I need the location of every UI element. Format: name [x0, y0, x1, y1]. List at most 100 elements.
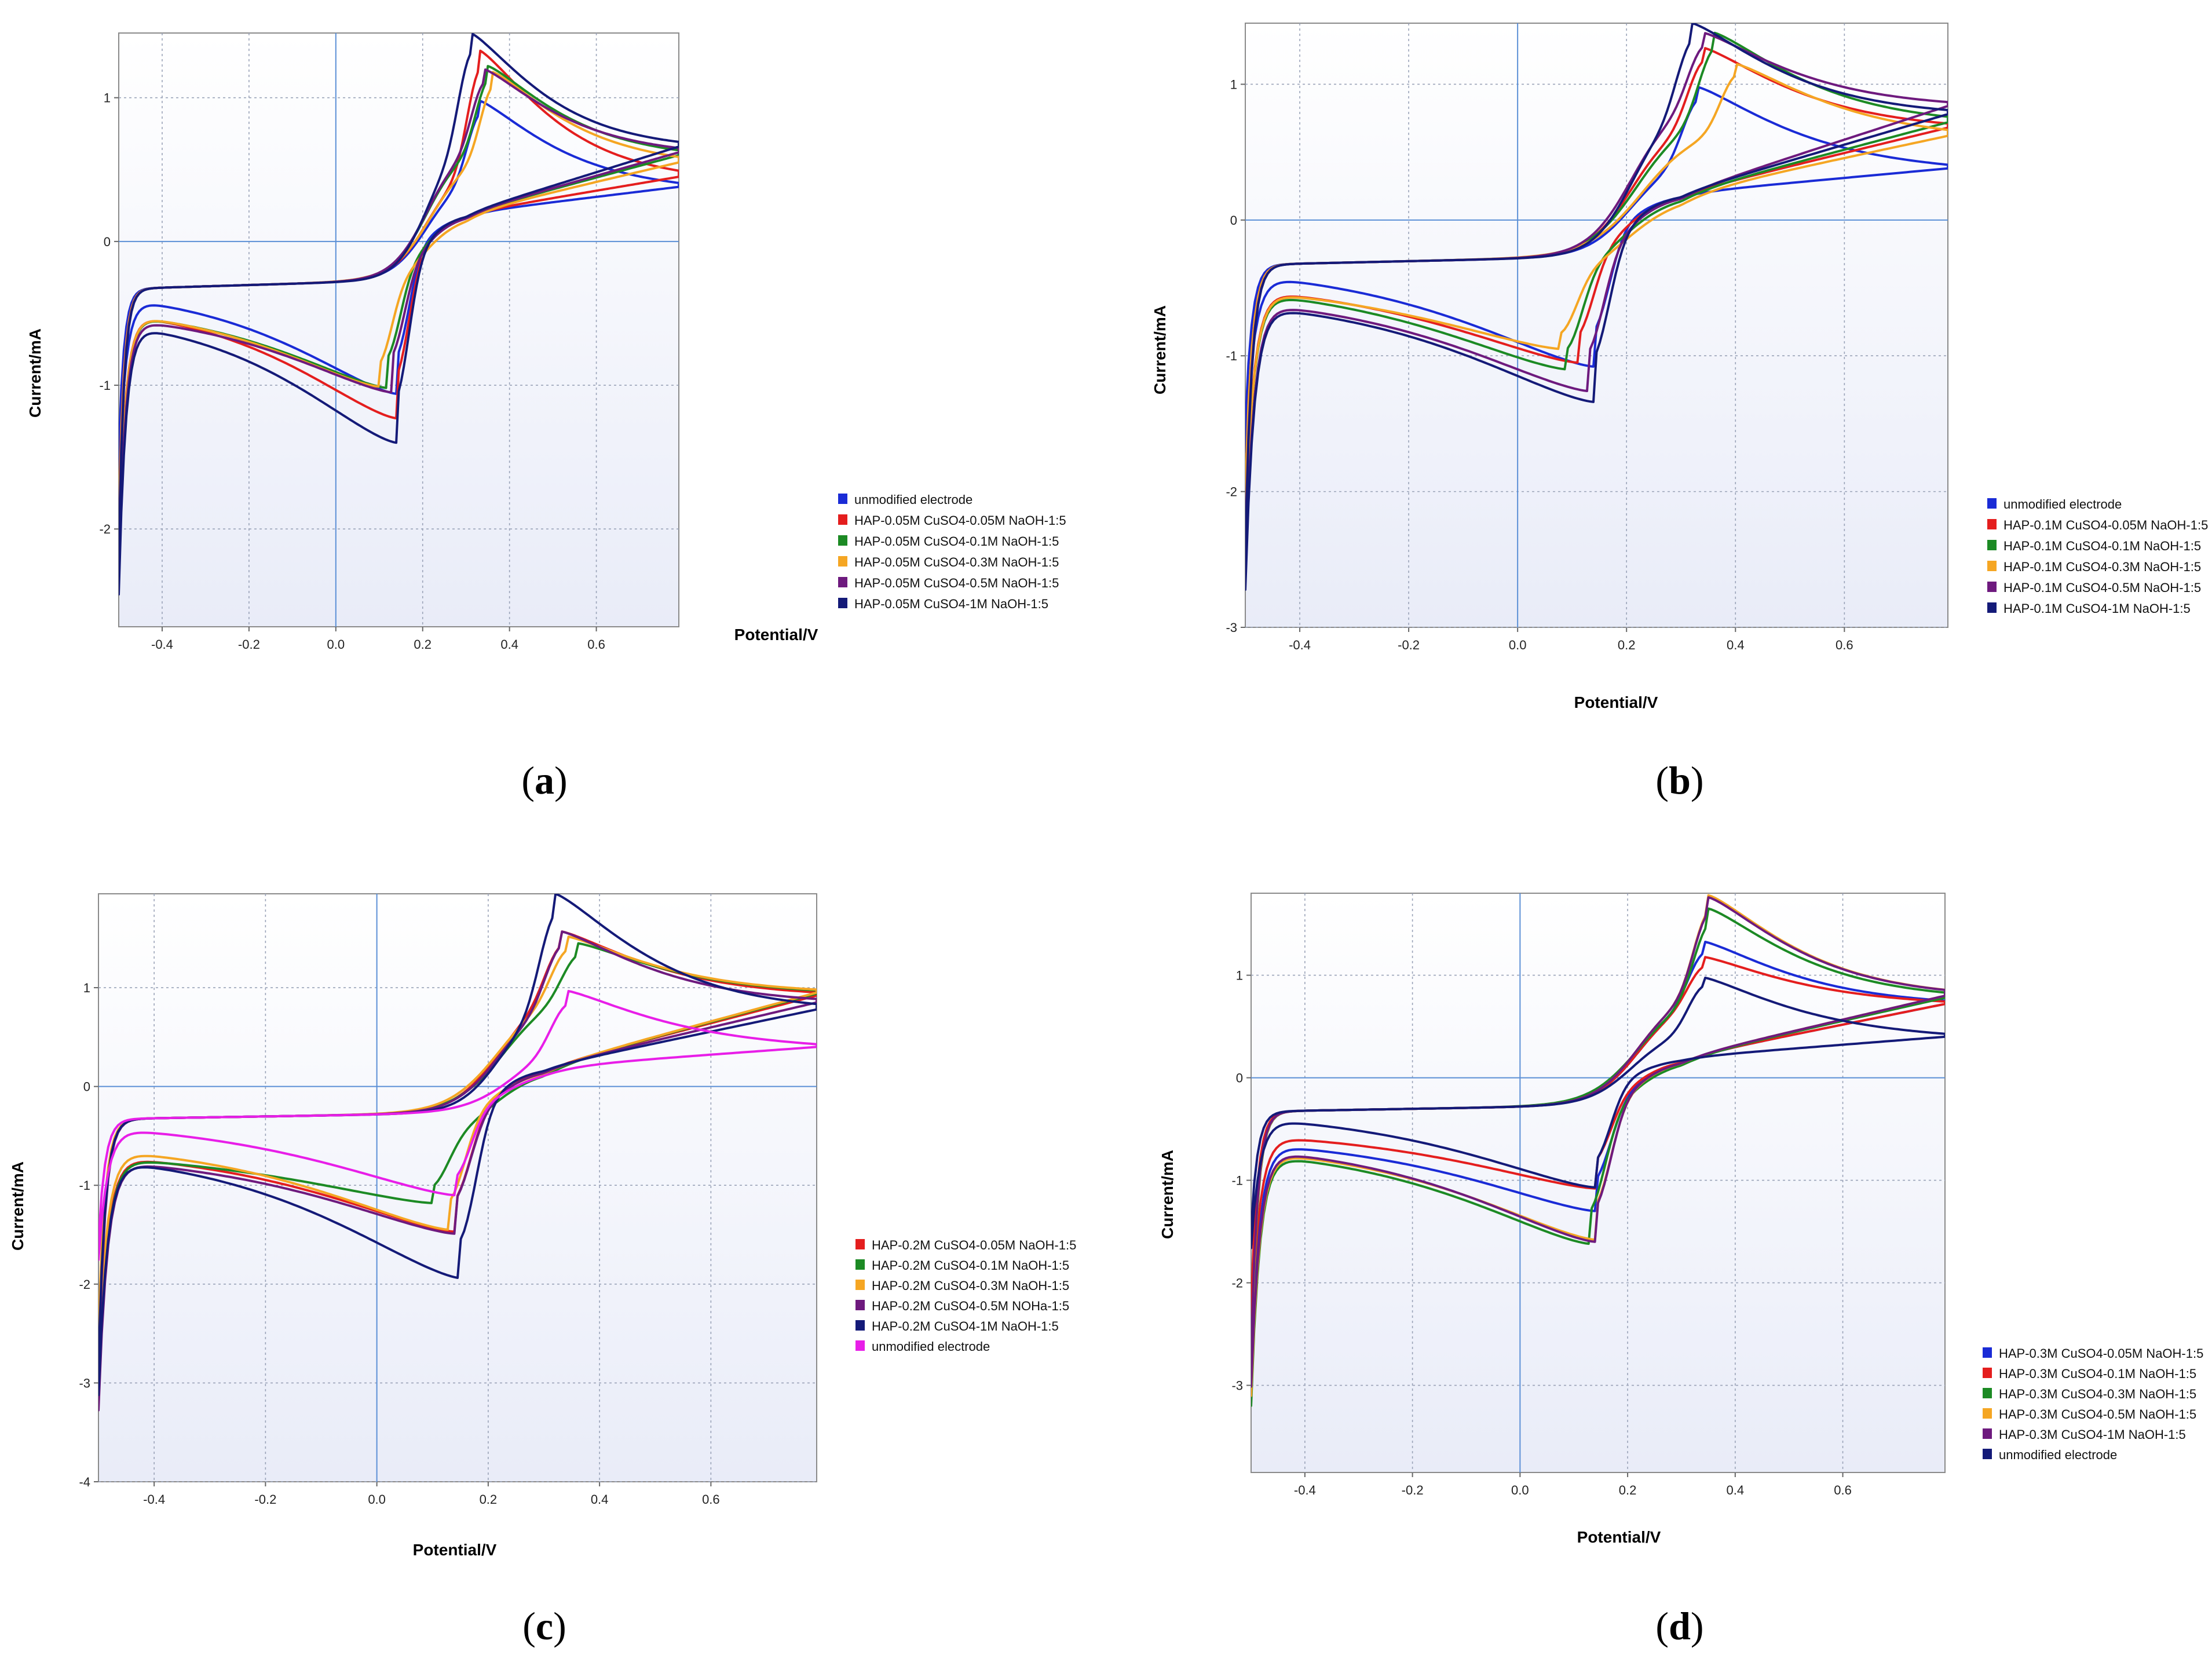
legend-swatch — [1983, 1388, 1992, 1398]
series-line-c-5 — [98, 989, 817, 1261]
panel-caption: (a) — [521, 758, 567, 802]
y-tick-label: -3 — [79, 1376, 90, 1390]
legend-swatch — [855, 1259, 865, 1270]
x-tick-label: 0.2 — [1618, 638, 1636, 652]
y-tick-label: -1 — [1231, 1174, 1243, 1188]
x-tick-label: 0.4 — [1727, 1483, 1745, 1497]
legend-label: HAP-0.3M CuSO4-0.1M NaOH-1:5 — [1999, 1366, 2196, 1381]
legend-label: HAP-0.2M CuSO4-0.05M NaOH-1:5 — [872, 1238, 1076, 1252]
x-tick-label: -0.4 — [1289, 638, 1311, 652]
legend-swatch — [1987, 602, 1997, 613]
legend-swatch — [1983, 1408, 1992, 1419]
legend-label: HAP-0.05M CuSO4-1M NaOH-1:5 — [854, 597, 1048, 611]
x-tick-label: -0.2 — [254, 1492, 276, 1507]
legend-label: HAP-0.2M CuSO4-1M NaOH-1:5 — [872, 1319, 1059, 1333]
chart-b: -0.4 -0.2 0.0 0.2 0.4 0.6 -3 -2 -1 0 1 Potential/V C… — [1151, 23, 2208, 802]
panel-caption: (d) — [1655, 1604, 1703, 1648]
legend-b: unmodified electrode HAP-0.1M CuSO4-0.05M… — [1987, 497, 2208, 616]
legend-swatch — [838, 535, 847, 546]
legend-label: HAP-0.3M CuSO4-0.05M NaOH-1:5 — [1999, 1346, 2203, 1361]
x-tick-label: 0.2 — [1619, 1483, 1637, 1497]
panel-caption: (c) — [522, 1604, 566, 1648]
chart-c: -0.4 -0.2 0.0 0.2 0.4 0.6 -4 -3 -2 -1 0 1 Potential/… — [9, 893, 1076, 1648]
legend-label: HAP-0.05M CuSO4-0.1M NaOH-1:5 — [854, 534, 1059, 549]
y-axis-title: Current/mA — [1158, 1150, 1176, 1239]
legend-label: HAP-0.3M CuSO4-0.5M NaOH-1:5 — [1999, 1407, 2196, 1422]
y-tick-label: 1 — [83, 981, 90, 995]
plot-area-c — [98, 893, 817, 1482]
y-tick-label: -4 — [79, 1475, 90, 1489]
chart-a: -0.4 -0.2 0.0 0.2 0.4 0.6 -2 -1 0 1 Potential/V Cur… — [26, 32, 1066, 802]
legend-swatch — [1983, 1428, 1992, 1439]
y-tick-label: -1 — [99, 378, 111, 393]
x-tick-label: -0.4 — [1294, 1483, 1316, 1497]
x-tick-label: 0.0 — [368, 1492, 386, 1507]
legend-swatch — [855, 1280, 865, 1290]
legend-label: HAP-0.1M CuSO4-1M NaOH-1:5 — [2003, 601, 2191, 616]
y-tick-label: 0 — [1236, 1071, 1243, 1086]
legend-label: HAP-0.1M CuSO4-0.1M NaOH-1:5 — [2003, 539, 2201, 553]
legend-label: HAP-0.2M CuSO4-0.1M NaOH-1:5 — [872, 1258, 1069, 1273]
legend-label: HAP-0.3M CuSO4-0.3M NaOH-1:5 — [1999, 1387, 2196, 1401]
x-tick-label: 0.4 — [1727, 638, 1745, 652]
y-tick-label: -1 — [1226, 349, 1237, 363]
y-axis-title: Current/mA — [1151, 305, 1169, 394]
y-tick-label: -3 — [1231, 1379, 1243, 1393]
x-tick-label: 0.6 — [1834, 1483, 1852, 1497]
legend-swatch — [1987, 561, 1997, 571]
legend-label: unmodified electrode — [854, 492, 972, 507]
y-tick-label: 0 — [104, 235, 111, 249]
legend-swatch — [855, 1300, 865, 1310]
legend-label: HAP-0.3M CuSO4-1M NaOH-1:5 — [1999, 1427, 2186, 1442]
y-tick-label: -2 — [1231, 1276, 1243, 1291]
legend-swatch — [838, 598, 847, 608]
x-tick-label: 0.2 — [414, 637, 432, 652]
legend-swatch — [1987, 519, 1997, 529]
x-axis-title: Potential/V — [1574, 693, 1658, 711]
panel-caption: (b) — [1655, 758, 1703, 802]
legend-swatch — [838, 556, 847, 567]
legend-swatch — [855, 1320, 865, 1331]
legend-swatch — [1983, 1449, 1992, 1459]
legend-swatch — [855, 1239, 865, 1249]
legend-swatch — [1987, 582, 1997, 592]
legend-label: HAP-0.1M CuSO4-0.05M NaOH-1:5 — [2003, 518, 2208, 532]
y-tick-label: -2 — [1226, 485, 1237, 499]
legend-label: HAP-0.1M CuSO4-0.5M NaOH-1:5 — [2003, 580, 2201, 595]
legend-label: HAP-0.05M CuSO4-0.5M NaOH-1:5 — [854, 576, 1059, 590]
legend-label: HAP-0.05M CuSO4-0.3M NaOH-1:5 — [854, 555, 1059, 569]
x-tick-label: -0.2 — [1398, 638, 1420, 652]
y-tick-label: -2 — [79, 1277, 90, 1292]
y-axis-title: Current/mA — [26, 328, 44, 418]
x-tick-label: -0.4 — [143, 1492, 165, 1507]
x-tick-label: 0.4 — [500, 637, 518, 652]
y-axis-title: Current/mA — [9, 1161, 27, 1251]
x-tick-label: 0.2 — [480, 1492, 498, 1507]
legend-label: HAP-0.1M CuSO4-0.3M NaOH-1:5 — [2003, 560, 2201, 574]
legend-swatch — [838, 577, 847, 587]
chart-d: -0.4 -0.2 0.0 0.2 0.4 0.6 -3 -2 -1 0 1 Potential/V C… — [1158, 893, 2203, 1648]
legend-swatch — [1987, 498, 1997, 509]
x-tick-label: 0.0 — [327, 637, 345, 652]
y-tick-label: 1 — [104, 91, 111, 105]
legend-label: unmodified electrode — [1999, 1448, 2117, 1462]
x-axis-title: Potential/V — [1577, 1528, 1661, 1546]
legend-label: HAP-0.2M CuSO4-0.3M NaOH-1:5 — [872, 1278, 1069, 1293]
x-tick-label: -0.4 — [151, 637, 173, 652]
legend-c: HAP-0.2M CuSO4-0.05M NaOH-1:5 HAP-0.2M Cu… — [855, 1238, 1076, 1354]
legend-label: unmodified electrode — [872, 1339, 990, 1354]
x-tick-label: -0.2 — [238, 637, 260, 652]
y-tick-label: -2 — [99, 522, 111, 536]
legend-label: HAP-0.2M CuSO4-0.5M NOHa-1:5 — [872, 1299, 1069, 1313]
legend-d: HAP-0.3M CuSO4-0.05M NaOH-1:5 HAP-0.3M Cu… — [1983, 1346, 2203, 1462]
x-axis-title: Potential/V — [734, 626, 818, 644]
legend-swatch — [1987, 540, 1997, 550]
legend-swatch — [838, 514, 847, 525]
legend-label: HAP-0.05M CuSO4-0.05M NaOH-1:5 — [854, 513, 1066, 528]
y-tick-label: -1 — [79, 1178, 90, 1193]
y-tick-label: 0 — [1230, 213, 1237, 228]
x-tick-label: 0.0 — [1509, 638, 1527, 652]
y-tick-label: 1 — [1230, 77, 1237, 92]
x-tick-label: 0.4 — [591, 1492, 609, 1507]
